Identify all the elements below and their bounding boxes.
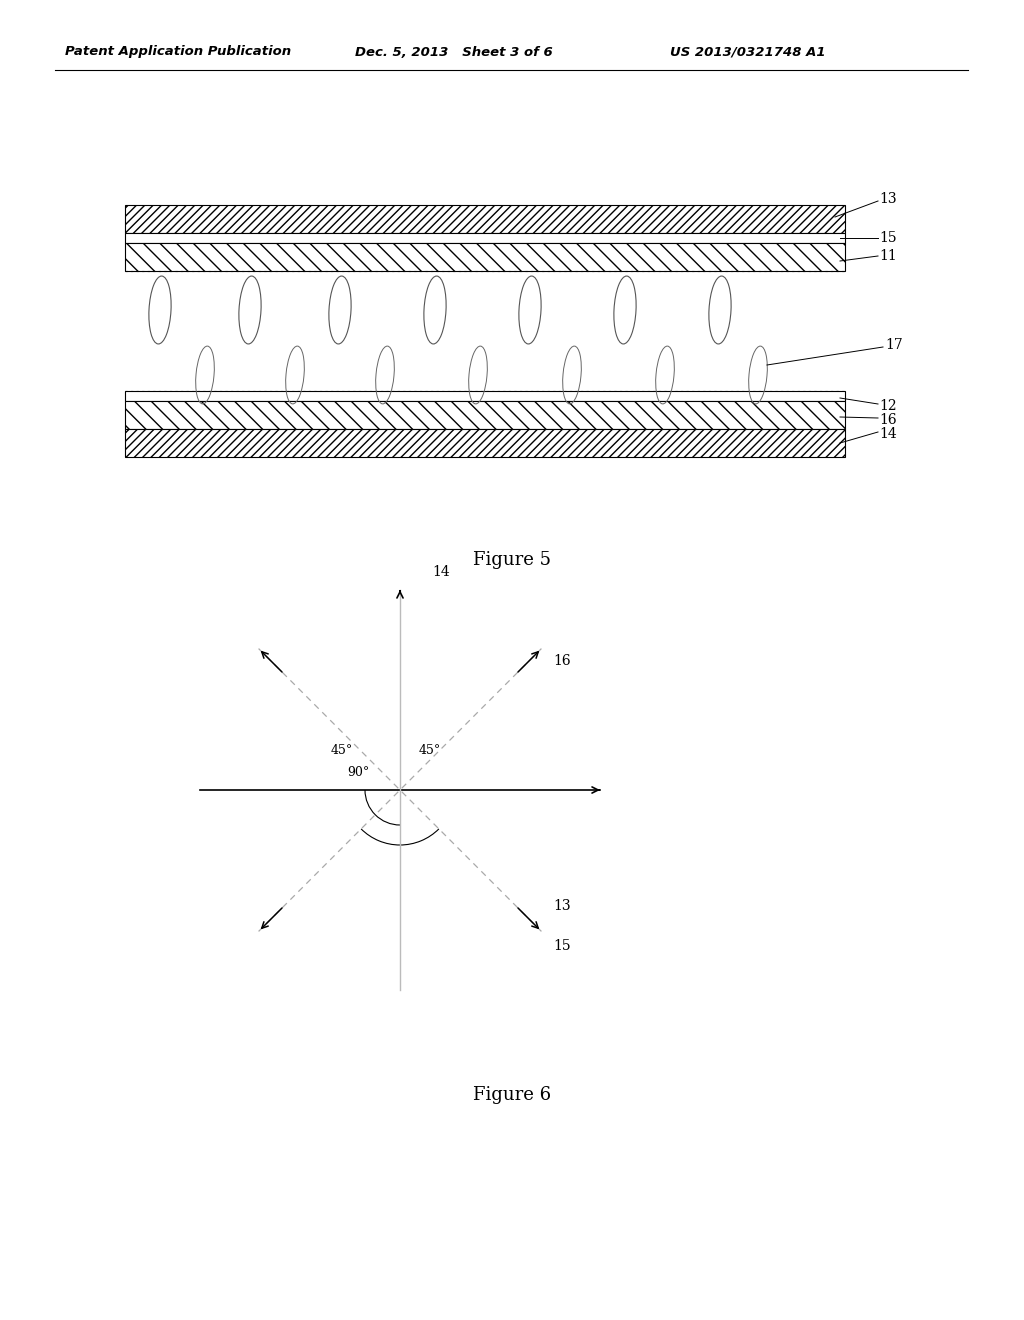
Text: 13: 13 <box>553 899 571 913</box>
Text: 45°: 45° <box>331 743 353 756</box>
Text: Figure 6: Figure 6 <box>473 1086 551 1104</box>
Bar <box>125 234 845 243</box>
Text: 14: 14 <box>879 426 897 441</box>
Bar <box>125 243 845 271</box>
Text: 16: 16 <box>553 653 571 668</box>
Text: Dec. 5, 2013   Sheet 3 of 6: Dec. 5, 2013 Sheet 3 of 6 <box>355 45 553 58</box>
Text: 14: 14 <box>432 565 450 579</box>
Text: 15: 15 <box>553 940 571 953</box>
Text: Figure 5: Figure 5 <box>473 550 551 569</box>
Text: 11: 11 <box>879 249 897 263</box>
Bar <box>125 205 845 234</box>
Text: 16: 16 <box>879 413 897 426</box>
Text: Patent Application Publication: Patent Application Publication <box>65 45 291 58</box>
Bar <box>125 401 845 429</box>
Text: 90°: 90° <box>347 766 369 779</box>
Text: 15: 15 <box>879 231 897 246</box>
Text: 12: 12 <box>879 399 897 413</box>
Text: US 2013/0321748 A1: US 2013/0321748 A1 <box>670 45 825 58</box>
Text: 45°: 45° <box>419 743 441 756</box>
Text: 13: 13 <box>879 191 897 206</box>
Bar <box>125 391 845 401</box>
Bar <box>125 429 845 457</box>
Text: 17: 17 <box>885 338 903 352</box>
